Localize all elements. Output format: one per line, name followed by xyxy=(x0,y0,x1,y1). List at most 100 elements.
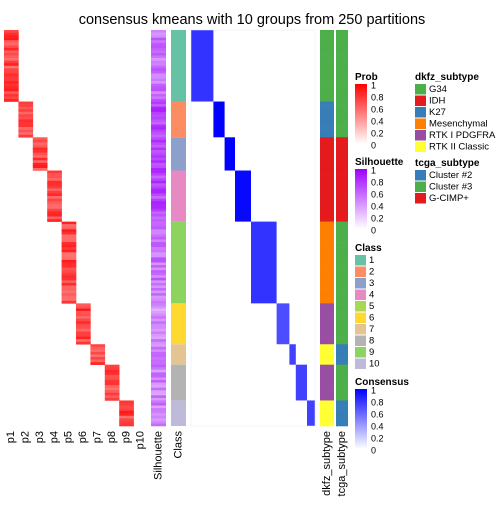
prob-cell xyxy=(76,305,91,309)
dkfz-subtype-cell xyxy=(320,183,334,187)
prob-cell xyxy=(4,86,19,90)
silhouette-cell xyxy=(151,374,166,378)
class-legend-item: 5 xyxy=(369,301,374,312)
class-legend-item: 8 xyxy=(369,336,374,347)
tcga-subtype-cell xyxy=(336,405,348,409)
prob-cell xyxy=(18,116,34,120)
tcga-subtype-cell xyxy=(336,60,348,64)
tcga-subtype-cell xyxy=(336,380,348,383)
tcga-subtype-cell xyxy=(336,73,348,77)
tcga-subtype-cell xyxy=(336,116,348,120)
consensus-legend-bar xyxy=(355,389,367,449)
silhouette-cell xyxy=(151,328,166,332)
tcga-subtype-cell xyxy=(336,346,348,350)
silhouette-cell xyxy=(151,219,166,222)
prob-cell xyxy=(90,362,106,365)
tcga-subtype-cell xyxy=(336,160,348,164)
prob-cell xyxy=(4,98,19,102)
prob-cell xyxy=(47,198,62,202)
consensus-legend-tick: 0.8 xyxy=(371,397,384,407)
dkfz-subtype-cell xyxy=(320,180,334,184)
dkfz-legend-swatch xyxy=(415,95,426,106)
dkfz-subtype-cell xyxy=(320,124,334,128)
tcga-subtype-cell xyxy=(336,52,348,56)
silhouette-cell xyxy=(151,226,166,230)
x-axis-labels: p1 p2 p3 p4 p5 p6 p7 p8 p9 p10 Silhouette Class dkfz… xyxy=(5,431,348,497)
silhouette-cell xyxy=(151,162,166,166)
tcga-subtype-cell xyxy=(336,111,348,115)
dkfz-subtype-cell xyxy=(320,144,334,148)
tcga-subtype-cell xyxy=(336,244,348,248)
annotation-columns xyxy=(320,30,348,427)
class-column-label: Class xyxy=(172,431,184,459)
dkfz-subtype-cell xyxy=(320,219,334,222)
silhouette-cell xyxy=(151,193,166,197)
silhouette-cell xyxy=(151,32,166,36)
prob-cell xyxy=(4,47,19,51)
prob-legend-bar xyxy=(355,84,367,144)
consensus-legend-tick: 1 xyxy=(371,385,376,395)
prob-cell xyxy=(18,101,34,105)
silhouette-legend-tick: 0.2 xyxy=(371,213,384,223)
prob-cell xyxy=(61,265,77,268)
tcga-subtype-cell xyxy=(336,415,348,419)
dkfz-subtype-cell xyxy=(320,119,334,123)
silhouette-legend-tick: 0 xyxy=(371,225,376,235)
dkfz-subtype-cell xyxy=(320,351,334,355)
tcga-subtype-cell xyxy=(336,265,348,268)
dkfz-subtype-cell xyxy=(320,81,334,84)
dkfz-subtype-cell xyxy=(320,321,334,325)
dkfz-subtype-cell xyxy=(320,413,334,417)
prob-column-label-p4: p4 xyxy=(48,431,60,443)
tcga-legend-swatch xyxy=(415,193,426,204)
dkfz-subtype-cell xyxy=(320,167,334,171)
prob-cell xyxy=(104,367,120,371)
silhouette-cell xyxy=(151,121,166,125)
tcga-subtype-cell xyxy=(336,81,348,84)
dkfz-subtype-cell xyxy=(320,249,334,253)
silhouette-cell xyxy=(151,63,166,67)
prob-cell xyxy=(47,175,62,179)
class-legend-swatch xyxy=(355,266,366,277)
tcga-subtype-cell xyxy=(336,91,348,95)
dkfz-subtype-cell xyxy=(320,83,334,87)
silhouette-cell xyxy=(151,188,166,192)
silhouette-cell xyxy=(151,382,166,386)
tcga-subtype-cell xyxy=(336,129,348,133)
dkfz-subtype-cell xyxy=(320,137,334,141)
prob-cell xyxy=(32,144,48,148)
dkfz-subtype-cell xyxy=(320,288,334,291)
dkfz-subtype-cell xyxy=(320,313,334,317)
dkfz-subtype-cell xyxy=(320,423,334,427)
tcga-subtype-cell xyxy=(336,293,348,297)
dkfz-subtype-cell xyxy=(320,229,334,233)
silhouette-cell xyxy=(151,134,166,138)
silhouette-cell xyxy=(151,58,166,61)
prob-matrix xyxy=(4,30,148,427)
tcga-subtype-cell xyxy=(336,318,348,322)
silhouette-cell xyxy=(151,239,166,243)
dkfz-subtype-cell xyxy=(320,75,334,79)
tcga-subtype-cell xyxy=(336,259,348,263)
dkfz-subtype-cell xyxy=(320,134,334,138)
silhouette-cell xyxy=(151,65,166,69)
silhouette-cell xyxy=(151,277,166,281)
dkfz-subtype-cell xyxy=(320,206,334,210)
tcga-legend-swatch xyxy=(415,170,426,181)
dkfz-subtype-cell xyxy=(320,236,334,240)
dkfz-subtype-cell xyxy=(320,68,334,72)
dkfz-subtype-cell xyxy=(320,42,334,46)
prob-cell xyxy=(4,40,19,44)
tcga-subtype-cell xyxy=(336,185,348,189)
class-block-7 xyxy=(171,344,186,365)
silhouette-cell xyxy=(151,295,166,299)
tcga-subtype-cell xyxy=(336,390,348,394)
prob-cell xyxy=(61,247,77,251)
prob-cell xyxy=(4,45,19,49)
consensus-block xyxy=(224,137,235,171)
tcga-subtype-cell xyxy=(336,221,348,225)
silhouette-cell xyxy=(151,262,166,266)
tcga-subtype-cell xyxy=(336,132,348,136)
silhouette-cell xyxy=(151,318,166,322)
silhouette-cell xyxy=(151,78,166,82)
